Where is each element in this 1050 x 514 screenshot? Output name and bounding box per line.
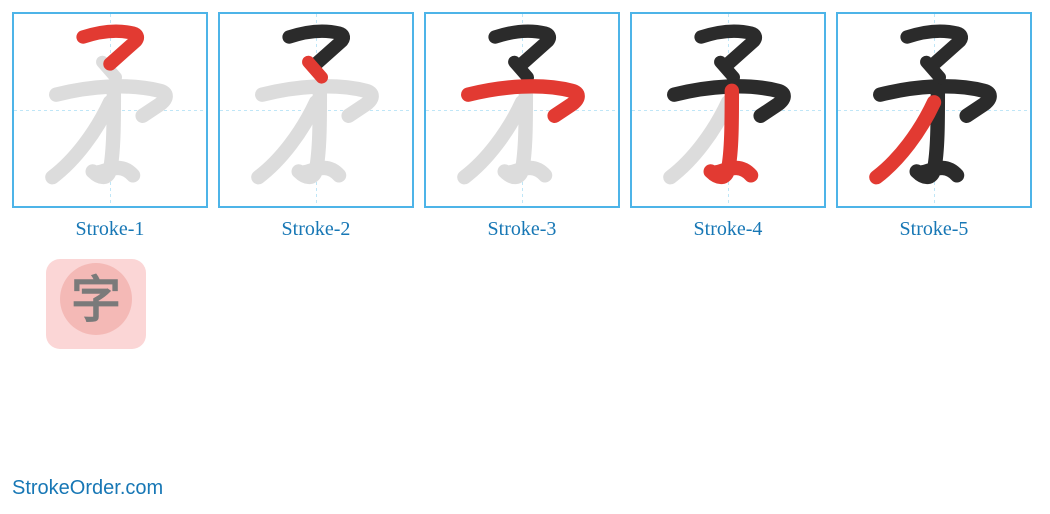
stroke-tile-1 — [12, 12, 208, 208]
stroke-grid: Stroke-1 Stroke-2 Stroke-3 — [0, 0, 1050, 401]
stroke-tile-4 — [630, 12, 826, 208]
stroke-label-1: Stroke-1 — [76, 218, 145, 241]
stroke-svg-4 — [632, 14, 824, 206]
stroke-cell-3: Stroke-3 — [424, 12, 620, 241]
done-stroke — [289, 31, 343, 64]
done-stroke — [907, 31, 961, 64]
site-logo-icon: 字 — [36, 251, 156, 401]
stroke-label-4: Stroke-4 — [694, 218, 763, 241]
watermark-text: StrokeOrder.com — [12, 477, 163, 500]
stroke-label-2: Stroke-2 — [282, 218, 351, 241]
stroke-label-5: Stroke-5 — [900, 218, 969, 241]
stroke-tile-3 — [424, 12, 620, 208]
done-stroke — [701, 31, 755, 64]
stroke-cell-4: Stroke-4 — [630, 12, 826, 241]
logo-glyph: 字 — [71, 272, 121, 328]
stroke-cell-2: Stroke-2 — [218, 12, 414, 241]
stroke-label-3: Stroke-3 — [488, 218, 557, 241]
stroke-svg-3 — [426, 14, 618, 206]
stroke-tile-5 — [836, 12, 1032, 208]
stroke-cell-1: Stroke-1 — [12, 12, 208, 241]
logo-cell: 字 — [12, 251, 208, 401]
logo-svg: 字 — [36, 251, 156, 401]
current-stroke — [83, 31, 137, 64]
stroke-tile-2 — [218, 12, 414, 208]
stroke-cell-5: Stroke-5 — [836, 12, 1032, 241]
stroke-svg-1 — [14, 14, 206, 206]
stroke-svg-5 — [838, 14, 1030, 206]
done-stroke — [495, 31, 549, 64]
stroke-svg-2 — [220, 14, 412, 206]
